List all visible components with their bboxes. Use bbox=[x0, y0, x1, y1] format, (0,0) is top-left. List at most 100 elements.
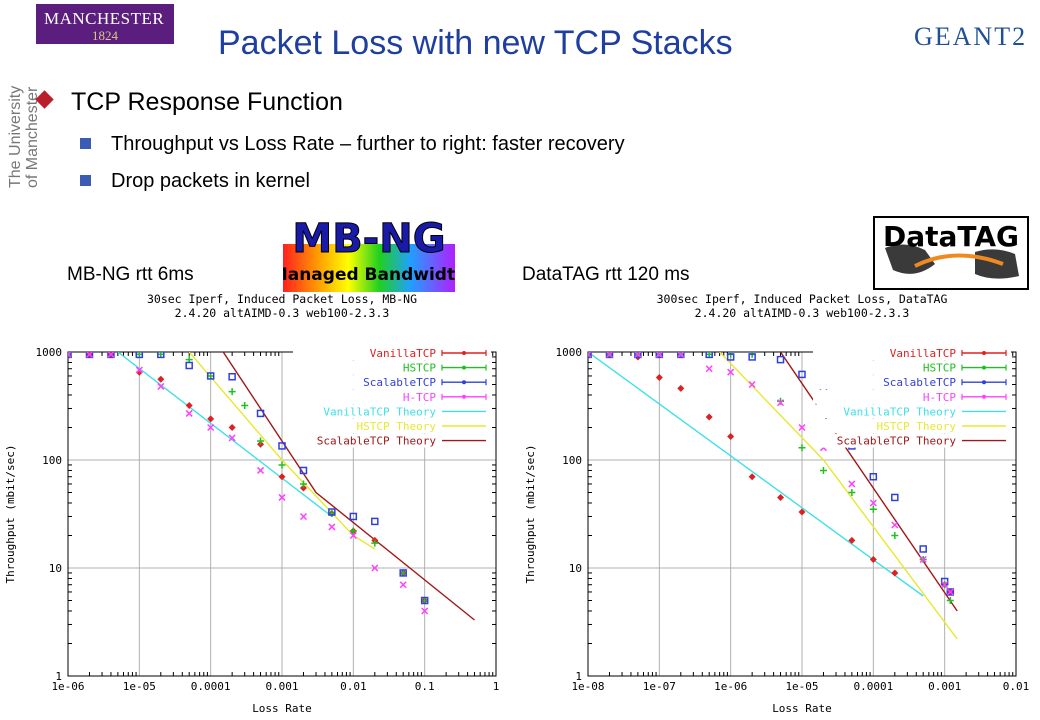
point-h-tcp bbox=[185, 409, 193, 417]
legend-marker bbox=[982, 351, 986, 355]
legend-label: VanillaTCP bbox=[370, 347, 437, 360]
legend-label: ScalableTCP bbox=[363, 376, 436, 389]
point-scalabletcp bbox=[107, 352, 115, 359]
point-vanillatcp bbox=[299, 484, 307, 492]
point-hstcp bbox=[257, 437, 265, 445]
legend-marker bbox=[462, 365, 466, 370]
legend-label: ScalableTCP bbox=[883, 376, 956, 389]
x-tick-label: 0.0001 bbox=[191, 680, 231, 693]
point-h-tcp bbox=[328, 523, 336, 531]
x-axis-label: Loss Rate bbox=[252, 702, 312, 715]
point-vanillatcp bbox=[891, 569, 899, 577]
y-tick-label: 100 bbox=[562, 454, 582, 467]
x-tick-label: 0.1 bbox=[415, 680, 435, 693]
point-h-tcp bbox=[677, 352, 685, 358]
point-h-tcp bbox=[135, 366, 143, 374]
square-bullet-icon bbox=[80, 138, 91, 149]
x-tick-label: 1e-06 bbox=[51, 680, 84, 693]
point-h-tcp bbox=[776, 399, 785, 407]
x-tick-label: 0.001 bbox=[265, 680, 298, 693]
legend-bg bbox=[813, 360, 1011, 375]
legend-label: HSTCP bbox=[403, 362, 436, 375]
university-logo-year: 1824 bbox=[92, 28, 118, 43]
point-h-tcp bbox=[869, 499, 877, 507]
point-scalabletcp bbox=[349, 512, 358, 521]
point-scalabletcp bbox=[891, 493, 899, 502]
point-scalabletcp bbox=[256, 409, 265, 418]
mbng-logo-text: MB-NG bbox=[292, 216, 445, 262]
x-tick-label: 1e-07 bbox=[643, 680, 676, 693]
point-hstcp bbox=[278, 461, 286, 469]
series-line-hstcp-theory bbox=[188, 352, 376, 550]
university-side-logo: The University of Manchester bbox=[7, 86, 40, 188]
point-vanillatcp bbox=[798, 508, 806, 516]
point-vanillatcp bbox=[869, 555, 877, 563]
point-h-tcp bbox=[399, 581, 407, 589]
legend-marker bbox=[982, 380, 986, 385]
sub-bullet-text: Drop packets in kernel bbox=[111, 170, 310, 192]
university-logo-name: MANCHESTER bbox=[44, 9, 165, 28]
university-logo: MANCHESTER 1824 bbox=[36, 4, 174, 44]
point-h-tcp bbox=[705, 365, 713, 373]
legend-bg bbox=[293, 346, 491, 360]
x-tick-label: 0.01 bbox=[340, 680, 367, 693]
chart-title: 300sec Iperf, Induced Packet Loss, DataT… bbox=[657, 292, 948, 306]
point-hstcp bbox=[946, 597, 954, 605]
point-scalabletcp bbox=[299, 466, 308, 475]
legend-marker bbox=[462, 394, 466, 399]
point-h-tcp bbox=[256, 466, 265, 474]
legend-label: HSTCP Theory bbox=[877, 420, 957, 433]
point-scalabletcp bbox=[919, 545, 927, 553]
legend-bg bbox=[813, 419, 1011, 433]
slide-title: Packet Loss with new TCP Stacks bbox=[218, 24, 733, 62]
legend-label: H-TCP bbox=[403, 391, 436, 404]
point-scalabletcp bbox=[677, 352, 685, 359]
series-line-vanillatcp-theory bbox=[588, 352, 924, 597]
plot-frame bbox=[67, 351, 497, 677]
point-scalabletcp bbox=[371, 517, 379, 526]
point-hstcp bbox=[819, 466, 827, 474]
left-chart-label: MB-NG rtt 6ms bbox=[67, 264, 194, 285]
y-tick-label: 100 bbox=[42, 454, 62, 467]
y-tick-label: 1 bbox=[55, 670, 62, 683]
sub-bullet-text: Throughput vs Loss Rate – further to rig… bbox=[111, 133, 625, 155]
point-vanillatcp bbox=[157, 375, 165, 383]
y-axis-label: Throughput (mbit/sec) bbox=[524, 444, 537, 583]
y-tick-label: 1 bbox=[575, 670, 582, 683]
point-vanillatcp bbox=[848, 536, 856, 544]
point-scalabletcp bbox=[420, 596, 429, 605]
x-tick-label: 0.0001 bbox=[853, 680, 893, 693]
point-h-tcp bbox=[941, 581, 949, 589]
legend-bg bbox=[813, 433, 1011, 448]
point-scalabletcp bbox=[185, 361, 193, 370]
point-h-tcp bbox=[891, 521, 899, 529]
point-h-tcp bbox=[207, 423, 215, 432]
point-h-tcp bbox=[107, 352, 115, 358]
series-line-vanillatcp-theory bbox=[117, 352, 333, 518]
point-scalabletcp bbox=[946, 588, 955, 596]
legend-bg bbox=[813, 375, 1011, 390]
legend-label: HSTCP Theory bbox=[357, 420, 437, 433]
point-vanillatcp bbox=[748, 473, 756, 481]
point-scalabletcp bbox=[798, 370, 806, 379]
point-scalabletcp bbox=[776, 355, 785, 364]
point-h-tcp bbox=[85, 352, 94, 358]
point-vanillatcp bbox=[228, 423, 236, 431]
point-scalabletcp bbox=[726, 353, 735, 361]
point-hstcp bbox=[241, 401, 249, 409]
legend-label: ScalableTCP Theory bbox=[317, 435, 437, 448]
point-h-tcp bbox=[798, 423, 806, 432]
legend-bg bbox=[293, 375, 491, 390]
point-scalabletcp bbox=[157, 352, 165, 359]
point-h-tcp bbox=[68, 352, 72, 358]
point-scalabletcp bbox=[605, 352, 614, 359]
legend-label: VanillaTCP Theory bbox=[323, 405, 436, 418]
point-vanillatcp bbox=[777, 493, 785, 501]
point-scalabletcp bbox=[85, 352, 94, 359]
legend-marker bbox=[982, 394, 986, 399]
x-tick-label: 0.001 bbox=[928, 680, 961, 693]
y-tick-label: 10 bbox=[49, 562, 62, 575]
x-axis-label: Loss Rate bbox=[772, 702, 832, 715]
